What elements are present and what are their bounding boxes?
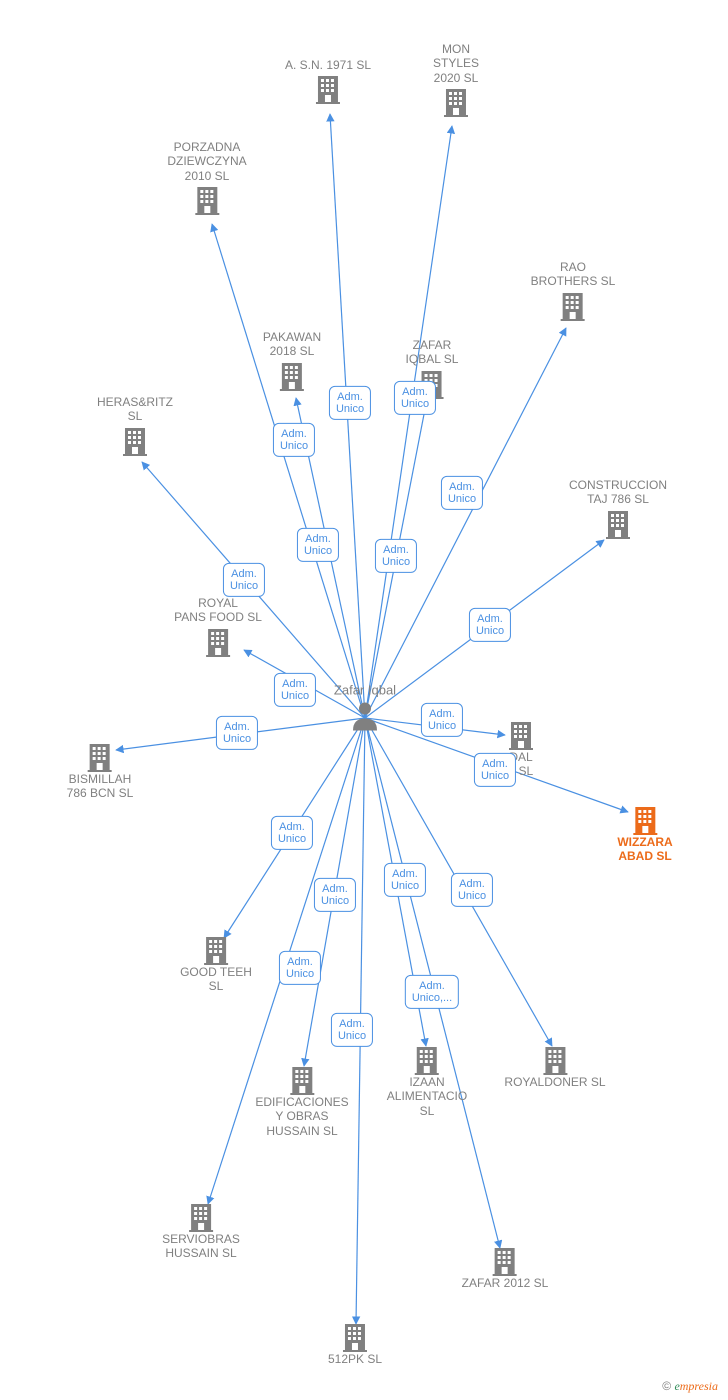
edge-label: Adm. Unico	[297, 528, 339, 562]
company-node-rao[interactable]: RAO BROTHERS SL	[531, 260, 616, 321]
company-node-zafar2012[interactable]: ZAFAR 2012 SL	[462, 1246, 549, 1292]
company-label: PORZADNA DZIEWCZYNA 2010 SL	[167, 140, 246, 183]
company-node-izaan[interactable]: IZAAN ALIMENTACIO SL	[387, 1045, 467, 1120]
company-node-porz[interactable]: PORZADNA DZIEWCZYNA 2010 SL	[167, 140, 246, 215]
company-node-servi[interactable]: SERVIOBRAS HUSSAIN SL	[162, 1202, 240, 1263]
company-label: SERVIOBRAS HUSSAIN SL	[162, 1232, 240, 1261]
edge-label: Adm. Unico	[375, 539, 417, 573]
edge-label: Adm. Unico	[421, 703, 463, 737]
building-icon	[187, 1202, 215, 1232]
building-icon	[631, 805, 659, 835]
edge-label: Adm. Unico	[273, 423, 315, 457]
company-node-mon[interactable]: MON STYLES 2020 SL	[433, 42, 479, 117]
company-label: MON STYLES 2020 SL	[433, 42, 479, 85]
company-node-goodteeh[interactable]: GOOD TEEH SL	[180, 935, 252, 996]
company-label: EDIFICACIONES Y OBRAS HUSSAIN SL	[255, 1095, 348, 1138]
building-icon	[121, 426, 149, 456]
company-node-wizzara[interactable]: WIZZARA ABAD SL	[617, 805, 672, 866]
building-icon	[491, 1246, 519, 1276]
building-icon	[541, 1045, 569, 1075]
edge-label: Adm. Unico	[451, 873, 493, 907]
edge-label: Adm. Unico	[441, 476, 483, 510]
building-icon	[86, 742, 114, 772]
building-icon	[193, 185, 221, 215]
edge-label: Adm. Unico	[329, 386, 371, 420]
footer-copyright: © empresia	[662, 1379, 718, 1394]
company-label: ZAFAR IQBAL SL	[406, 338, 459, 367]
edge-label: Adm. Unico	[314, 878, 356, 912]
company-label: RAO BROTHERS SL	[531, 260, 616, 289]
company-node-bismillah[interactable]: BISMILLAH 786 BCN SL	[67, 742, 134, 803]
center-node-label: Zafar Iqbal	[334, 683, 396, 698]
edge-line	[365, 126, 452, 718]
edge-label: Adm. Unico	[394, 381, 436, 415]
building-icon	[507, 720, 535, 750]
edge-label: Adm. Unico	[271, 816, 313, 850]
edge-label: Adm. Unico	[279, 951, 321, 985]
company-node-512pk[interactable]: 512PK SL	[328, 1322, 382, 1368]
edge-label: Adm. Unico,...	[405, 975, 459, 1009]
company-label: WIZZARA ABAD SL	[617, 835, 672, 864]
brand-name: empresia	[674, 1379, 718, 1393]
building-icon	[341, 1322, 369, 1352]
building-icon	[442, 87, 470, 117]
building-icon	[288, 1065, 316, 1095]
company-label: CONSTRUCCION TAJ 786 SL	[569, 478, 667, 507]
company-label: 512PK SL	[328, 1352, 382, 1366]
company-label: ZAFAR 2012 SL	[462, 1276, 549, 1290]
company-label: HERAS&RITZ SL	[97, 395, 173, 424]
building-icon	[314, 74, 342, 104]
company-label: GOOD TEEH SL	[180, 965, 252, 994]
edge-label: Adm. Unico	[469, 608, 511, 642]
building-icon	[202, 935, 230, 965]
company-node-edif[interactable]: EDIFICACIONES Y OBRAS HUSSAIN SL	[255, 1065, 348, 1140]
building-icon	[604, 509, 632, 539]
company-label: BISMILLAH 786 BCN SL	[67, 772, 134, 801]
company-label: ROYALDONER SL	[504, 1075, 605, 1089]
edge-label: Adm. Unico	[331, 1013, 373, 1047]
company-node-constr[interactable]: CONSTRUCCION TAJ 786 SL	[569, 478, 667, 539]
company-label: IZAAN ALIMENTACIO SL	[387, 1075, 467, 1118]
company-node-royalpans[interactable]: ROYAL PANS FOOD SL	[174, 596, 262, 657]
edge-label: Adm. Unico	[216, 716, 258, 750]
edge-label: Adm. Unico	[384, 863, 426, 897]
company-node-asn[interactable]: A. S.N. 1971 SL	[285, 58, 371, 104]
building-icon	[278, 361, 306, 391]
person-icon	[351, 701, 379, 736]
company-label: ROYAL PANS FOOD SL	[174, 596, 262, 625]
building-icon	[559, 291, 587, 321]
company-label: PAKAWAN 2018 SL	[263, 330, 321, 359]
building-icon	[413, 1045, 441, 1075]
company-node-royaldoner[interactable]: ROYALDONER SL	[504, 1045, 605, 1091]
edge-label: Adm. Unico	[223, 563, 265, 597]
copyright-symbol: ©	[662, 1379, 671, 1393]
company-node-heras[interactable]: HERAS&RITZ SL	[97, 395, 173, 456]
building-icon	[204, 627, 232, 657]
company-node-pakawan[interactable]: PAKAWAN 2018 SL	[263, 330, 321, 391]
company-label: A. S.N. 1971 SL	[285, 58, 371, 72]
edge-label: Adm. Unico	[274, 673, 316, 707]
edge-label: Adm. Unico	[474, 753, 516, 787]
